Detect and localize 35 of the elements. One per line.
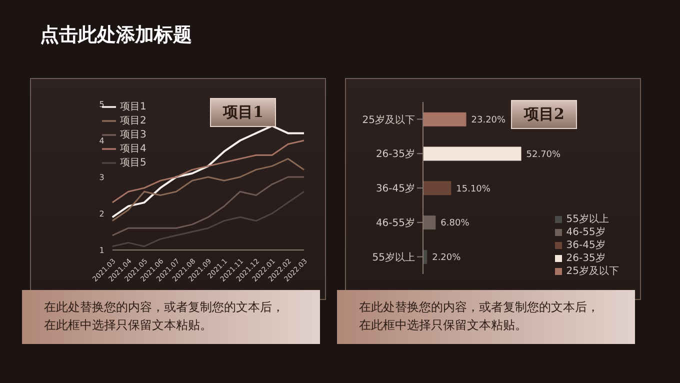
- line-series: [112, 140, 305, 204]
- y-tick-label: 2: [99, 209, 104, 218]
- y-tick-label: 55岁以上: [372, 251, 415, 264]
- chart-title: 项目2: [511, 100, 578, 129]
- y-tick-label: 5: [99, 100, 104, 109]
- legend-label: 项目4: [120, 144, 146, 155]
- legend-label: 项目5: [120, 158, 146, 169]
- y-tick-label: 26-35岁: [376, 148, 415, 160]
- data-label: 6.80%: [440, 218, 470, 229]
- line-series: [112, 190, 305, 248]
- y-tick-label: 36-45岁: [376, 182, 415, 195]
- chart-subtitle: 项目1: [210, 98, 276, 127]
- line-series: [111, 124, 305, 218]
- data-label: 15.10%: [456, 184, 491, 194]
- data-label: 2.20%: [432, 253, 462, 264]
- legend-label: 55岁以上: [566, 214, 609, 225]
- y-tick-label: 25岁及以下: [362, 114, 415, 126]
- y-tick-label: 3: [99, 172, 104, 182]
- legend-label: 36-45岁: [566, 240, 606, 251]
- chart-title: 点击此处添加标题: [40, 23, 192, 48]
- y-tick-label: 1: [99, 246, 104, 255]
- text: 在此处替换您的内容，或者复制您的文本后，在此框中选择只保留文本粘贴。: [359, 299, 600, 334]
- y-tick-label: 46-55岁: [376, 216, 415, 229]
- data-label: 23.20%: [471, 116, 506, 126]
- line-series: [112, 176, 305, 236]
- legend-label: 25岁及以下: [566, 266, 619, 277]
- y-tick-label: 4: [99, 136, 104, 146]
- legend-label: 项目3: [120, 130, 146, 141]
- legend-label: 项目1: [120, 102, 146, 113]
- legend-label: 26-35岁: [566, 253, 606, 264]
- text: 在此处替换您的内容，或者复制您的文本后，在此框中选择只保留文本粘贴。: [44, 299, 285, 334]
- line-series: [112, 158, 305, 222]
- data-label: 52.70%: [526, 150, 562, 160]
- legend-label: 46-55岁: [566, 227, 606, 238]
- legend-label: 项目2: [120, 116, 146, 127]
